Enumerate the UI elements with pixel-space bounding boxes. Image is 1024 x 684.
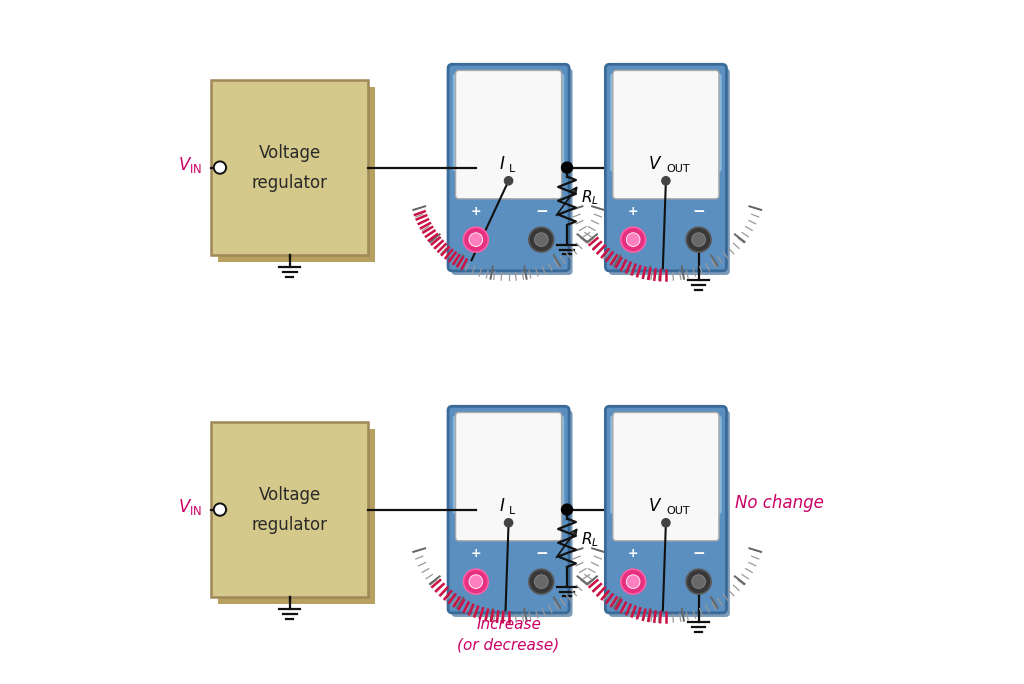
Text: L: L [509,506,515,516]
FancyBboxPatch shape [452,410,572,617]
FancyBboxPatch shape [211,423,369,596]
Text: Voltage: Voltage [259,144,321,161]
Circle shape [528,227,554,252]
Text: L: L [509,164,515,174]
FancyBboxPatch shape [610,74,722,172]
FancyBboxPatch shape [605,406,726,613]
Text: OUT: OUT [666,164,689,174]
FancyBboxPatch shape [456,70,561,199]
FancyBboxPatch shape [609,410,730,617]
FancyBboxPatch shape [609,68,730,275]
FancyBboxPatch shape [449,64,569,271]
Text: No change: No change [734,494,823,512]
Circle shape [686,569,711,594]
Text: regulator: regulator [252,516,328,534]
Text: −: − [535,204,548,219]
Text: +: + [628,205,639,218]
Text: Increase: Increase [476,617,541,632]
FancyBboxPatch shape [453,416,564,514]
Text: OUT: OUT [666,506,689,516]
Circle shape [561,504,572,515]
FancyBboxPatch shape [456,412,561,541]
Circle shape [621,569,645,594]
Text: +: + [628,547,639,560]
Text: regulator: regulator [252,174,328,192]
Text: Voltage: Voltage [259,486,321,503]
Circle shape [621,227,645,252]
Text: $V_{\mathregular{IN}}$: $V_{\mathregular{IN}}$ [178,155,203,175]
Circle shape [214,503,226,516]
Text: $V_{\mathregular{IN}}$: $V_{\mathregular{IN}}$ [178,497,203,517]
Circle shape [464,227,488,252]
Circle shape [561,162,572,173]
Text: $R_L$: $R_L$ [581,530,599,549]
Text: (or decrease): (or decrease) [458,637,560,653]
FancyBboxPatch shape [613,70,719,199]
FancyBboxPatch shape [452,68,572,275]
Circle shape [662,518,670,527]
Circle shape [535,233,548,246]
Text: +: + [471,205,481,218]
Circle shape [214,161,226,174]
Text: −: − [535,546,548,561]
Text: +: + [471,547,481,560]
Circle shape [469,575,482,588]
Text: $I$: $I$ [499,499,505,516]
Text: −: − [692,546,705,561]
Circle shape [535,575,548,588]
Circle shape [505,518,513,527]
FancyBboxPatch shape [610,416,722,514]
Circle shape [686,227,711,252]
Text: $V$: $V$ [648,499,663,516]
Text: $R_L$: $R_L$ [581,188,599,207]
Text: $V$: $V$ [648,157,663,174]
FancyBboxPatch shape [211,81,369,255]
Circle shape [692,233,706,246]
Circle shape [692,575,706,588]
Circle shape [528,569,554,594]
Circle shape [505,176,513,185]
Text: −: − [692,204,705,219]
Circle shape [464,569,488,594]
Circle shape [627,575,640,588]
FancyBboxPatch shape [453,74,564,172]
Circle shape [627,233,640,246]
FancyBboxPatch shape [218,430,375,604]
FancyBboxPatch shape [605,64,726,271]
FancyBboxPatch shape [613,412,719,541]
Circle shape [469,233,482,246]
FancyBboxPatch shape [218,88,375,262]
Circle shape [662,176,670,185]
FancyBboxPatch shape [449,406,569,613]
Text: $I$: $I$ [499,157,505,174]
